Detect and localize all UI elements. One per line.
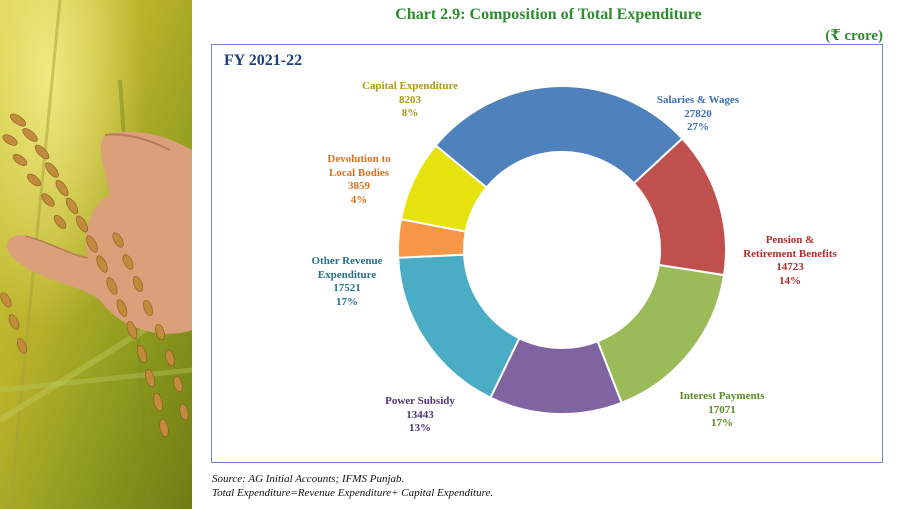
- label-capital-name: Capital Expenditure: [361, 80, 459, 92]
- label-interest-value: 17071: [708, 403, 736, 416]
- chart-title: Chart 2.9: Composition of Total Expendit…: [395, 6, 702, 23]
- label-other-pct: 17%: [336, 295, 358, 308]
- label-pension-line2: Retirement Benefits: [743, 247, 837, 260]
- slice-capital-expenditure: [399, 144, 488, 233]
- label-power-value: 13443: [406, 408, 434, 421]
- label-capital-value: 8203: [399, 93, 421, 106]
- label-other-line2: Expenditure: [317, 268, 377, 281]
- label-devolution-line2: Local Bodies: [328, 166, 390, 179]
- label-pension-pct: 14%: [779, 274, 801, 287]
- label-power: Power Subsidy 13443 13%: [368, 395, 472, 436]
- slice-other-revenue-expenditure: [397, 253, 521, 399]
- chart-frame: [211, 44, 883, 463]
- label-devolution-line1: Devolution to: [327, 153, 391, 165]
- label-salaries-pct: 27%: [687, 121, 709, 133]
- label-power-name: Power Subsidy: [385, 395, 455, 407]
- label-salaries: Salaries & Wages 27820 27%: [648, 94, 748, 135]
- label-capital-pct: 8%: [401, 107, 419, 119]
- grain-illustration: [0, 0, 192, 509]
- label-devolution: Devolution to Local Bodies 3859 4%: [312, 153, 406, 207]
- label-other: Other Revenue Expenditure 17521 17%: [294, 255, 400, 309]
- label-other-value: 17521: [333, 282, 361, 294]
- slice-salaries-wages: [434, 85, 684, 189]
- label-capital: Capital Expenditure 8203 8%: [348, 80, 472, 121]
- label-interest-pct: 17%: [711, 417, 733, 429]
- grain-photo: [0, 0, 192, 509]
- formula-note: Total Expenditure=Revenue Expenditure+ C…: [212, 487, 494, 499]
- chart-subtitle: FY 2021-22: [224, 52, 303, 69]
- label-other-line1: Other Revenue: [311, 255, 383, 267]
- source-text: Source: AG Initial Accounts; IFMS Punjab…: [212, 473, 405, 485]
- label-devolution-value: 3859: [348, 180, 370, 192]
- label-salaries-value: 27820: [684, 107, 712, 120]
- unit-label: (₹ crore): [825, 28, 883, 44]
- label-interest-name: Interest Payments: [679, 390, 765, 402]
- source-note: Source: AG Initial Accounts; IFMS Punjab…: [212, 472, 493, 500]
- slice-interest-payments: [596, 263, 726, 405]
- label-salaries-name: Salaries & Wages: [656, 94, 740, 106]
- label-pension: Pension & Retirement Benefits 14723 14%: [728, 234, 852, 288]
- label-interest: Interest Payments 17071 17%: [664, 390, 780, 431]
- label-power-pct: 13%: [409, 422, 431, 434]
- label-pension-value: 14723: [776, 261, 804, 273]
- label-devolution-pct: 4%: [350, 193, 368, 206]
- label-pension-line1: Pension &: [765, 234, 815, 246]
